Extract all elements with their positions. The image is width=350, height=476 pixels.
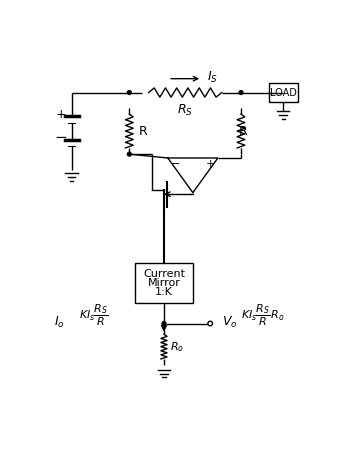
Text: $I_S$: $I_S$ (207, 70, 218, 86)
Text: LOAD: LOAD (270, 88, 297, 98)
Text: 1:K: 1:K (155, 288, 173, 298)
Bar (135, 263, 193, 303)
Circle shape (127, 90, 131, 94)
Text: $I_o$: $I_o$ (54, 315, 64, 329)
Text: $R_S$: $R_S$ (177, 103, 193, 119)
Bar (269, 83, 298, 102)
Text: −: − (54, 129, 67, 145)
Text: $KI_s\dfrac{R_S}{R}$: $KI_s\dfrac{R_S}{R}$ (79, 303, 109, 328)
Text: R: R (139, 125, 147, 138)
Text: Mirror: Mirror (148, 278, 180, 288)
Text: $KI_s\dfrac{R_S}{R}R_o$: $KI_s\dfrac{R_S}{R}R_o$ (241, 303, 285, 328)
Circle shape (239, 90, 243, 94)
Text: $R_o$: $R_o$ (170, 340, 184, 354)
Circle shape (127, 152, 131, 156)
Text: R: R (239, 125, 247, 138)
Text: +: + (56, 108, 66, 120)
Text: Current: Current (143, 269, 185, 279)
Text: +: + (205, 159, 215, 169)
Text: $V_o$: $V_o$ (222, 315, 237, 329)
Text: −: − (171, 159, 180, 169)
Circle shape (162, 322, 166, 326)
